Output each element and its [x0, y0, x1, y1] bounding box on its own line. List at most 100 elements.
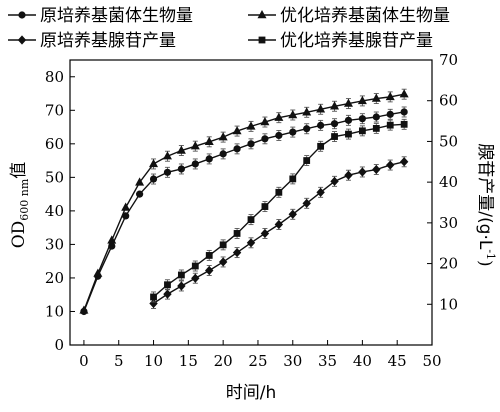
data-point — [399, 157, 409, 167]
data-point — [135, 177, 145, 186]
y-right-tick-label: 70 — [439, 51, 458, 69]
y-right-title-close: ) — [475, 260, 495, 267]
y-axis-title-left: OD600 nm值 — [9, 162, 31, 249]
x-tick-label: 10 — [144, 352, 163, 370]
data-point — [372, 113, 380, 121]
data-point — [93, 268, 103, 277]
data-point — [372, 125, 380, 132]
x-tick-label: 0 — [79, 352, 89, 370]
y-left-tick-label: 20 — [45, 269, 64, 287]
data-point — [164, 281, 171, 289]
data-point — [163, 168, 172, 176]
data-point — [176, 145, 186, 154]
x-tick-label: 35 — [318, 352, 337, 370]
data-point — [136, 190, 144, 198]
y-left-title-suffix: 值 — [9, 162, 29, 179]
data-point — [288, 209, 297, 219]
x-axis-title: 时间/h — [226, 383, 277, 403]
legend-label: 优化培养基腺苷产量 — [280, 31, 433, 51]
plot-frame — [69, 59, 433, 346]
data-point — [122, 212, 130, 220]
data-point — [330, 176, 339, 186]
y-right-tick-label: 50 — [439, 132, 458, 150]
data-point — [275, 131, 283, 140]
data-point — [274, 219, 284, 230]
data-point — [233, 230, 241, 237]
data-point — [177, 281, 186, 291]
legend-item: 优化培养基腺苷产量 — [248, 31, 433, 51]
data-point — [261, 135, 269, 143]
x-tick-label: 25 — [248, 352, 267, 370]
legend-item: 优化培养基菌体生物量 — [248, 6, 450, 26]
data-point — [358, 167, 367, 177]
y-right-tick-label: 20 — [439, 255, 458, 273]
y-axis-title-right: 腺苷产量/(g·L-1) — [475, 143, 497, 266]
series-layer — [79, 88, 409, 316]
data-point — [331, 133, 338, 140]
data-point — [121, 202, 131, 211]
data-point — [191, 160, 199, 168]
data-point — [302, 198, 311, 208]
series-group — [79, 88, 409, 314]
data-point — [204, 136, 214, 146]
data-point — [177, 165, 185, 173]
y-left-tick-label: 30 — [45, 235, 64, 253]
y-right-tick-label: 10 — [439, 295, 458, 313]
data-point — [233, 145, 241, 153]
y-left-tick-label: 50 — [45, 168, 64, 186]
y-right-title-main: 腺苷产量/(g·L — [475, 143, 495, 250]
x-tick-label: 15 — [179, 352, 198, 370]
series-group — [149, 156, 409, 309]
x-tick-label: 30 — [283, 352, 302, 370]
data-point — [205, 155, 213, 163]
data-point — [357, 95, 367, 105]
legend-item: 原培养基菌体生物量 — [8, 6, 193, 26]
data-point — [218, 257, 228, 267]
data-point — [177, 271, 185, 279]
series-line — [153, 161, 405, 305]
data-point — [358, 127, 366, 135]
series-group — [150, 118, 408, 303]
x-tick-label: 50 — [422, 352, 441, 370]
data-point — [247, 216, 255, 223]
y-left-tick-label: 60 — [45, 135, 64, 153]
data-point — [399, 89, 409, 98]
data-point — [330, 101, 340, 110]
y-right-tick-label: 40 — [439, 173, 458, 191]
data-point — [386, 121, 394, 129]
legend-label: 原培养基腺苷产量 — [40, 31, 176, 51]
legend-marker — [257, 10, 267, 19]
data-point — [162, 151, 172, 160]
y-left-tick-label: 80 — [45, 68, 64, 86]
y-left-title-main: OD — [9, 221, 29, 249]
data-point — [316, 104, 326, 113]
data-point — [232, 247, 242, 258]
data-point — [190, 141, 200, 150]
data-point — [260, 117, 270, 126]
ticks: 0 5 10 15 20 25 30 35 40 45 50 0 10 20 30 40 50 60 70 80 10 2… — [45, 51, 458, 370]
data-point — [385, 91, 395, 101]
y-left-tick-label: 0 — [54, 336, 64, 354]
axes — [69, 59, 433, 346]
data-point — [79, 305, 89, 314]
y-left-tick-label: 40 — [45, 202, 64, 220]
x-tick-label: 40 — [353, 352, 372, 370]
y-left-title-subscript: 600 nm — [18, 178, 31, 221]
data-point — [261, 203, 269, 210]
legend-item: 原培养基腺苷产量 — [8, 31, 176, 51]
data-point — [386, 160, 395, 170]
y-right-tick-label: 30 — [439, 214, 458, 232]
data-point — [163, 289, 172, 299]
legend-marker — [17, 35, 27, 45]
y-left-tick-label: 10 — [45, 302, 64, 320]
data-point — [275, 188, 283, 196]
data-point — [191, 262, 199, 270]
data-point — [247, 140, 255, 148]
data-point — [345, 130, 352, 138]
x-tick-label: 20 — [214, 352, 233, 370]
x-tick-label: 5 — [114, 352, 124, 370]
data-point — [372, 164, 381, 175]
